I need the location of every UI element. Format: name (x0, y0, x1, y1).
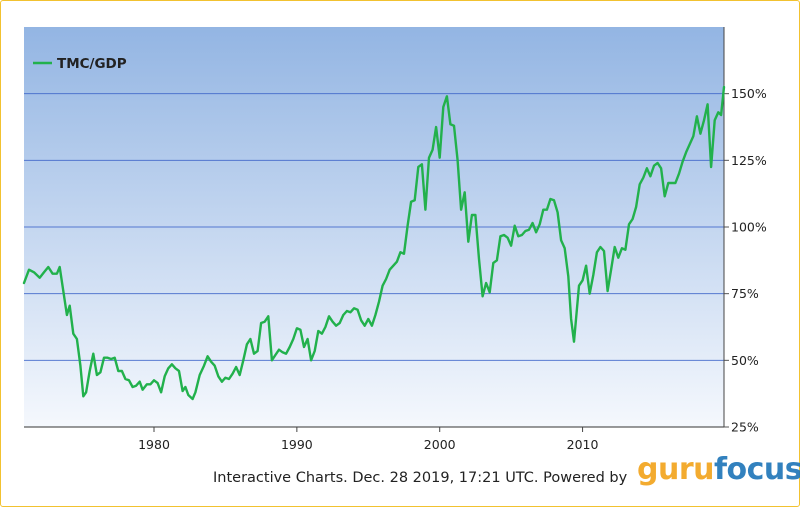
brand-focus-text: focus (713, 452, 800, 487)
x-tick-label: 1980 (138, 437, 170, 452)
gurufocus-logo[interactable]: gurufocus (637, 452, 800, 487)
y-tick-label: 125% (731, 153, 767, 168)
x-tick-label: 2000 (424, 437, 456, 452)
y-tick-label: 100% (731, 220, 767, 235)
series-line-tmc-gdp (22, 85, 726, 401)
grid-lines (24, 93, 724, 428)
series-layer (22, 85, 726, 401)
x-tick-label: 1990 (281, 437, 313, 452)
legend-label: TMC/GDP (57, 56, 127, 72)
y-tick-label: 25% (731, 420, 759, 435)
x-tick-label: 2010 (567, 437, 599, 452)
footer-caption: Interactive Charts. Dec. 28 2019, 17:21 … (213, 470, 628, 486)
y-tick-label: 50% (731, 353, 759, 368)
y-tick-label: 150% (731, 86, 767, 101)
y-tick-label: 75% (731, 286, 759, 301)
brand-guru-text: guru (637, 452, 714, 487)
legend[interactable]: TMC/GDP (33, 56, 127, 72)
